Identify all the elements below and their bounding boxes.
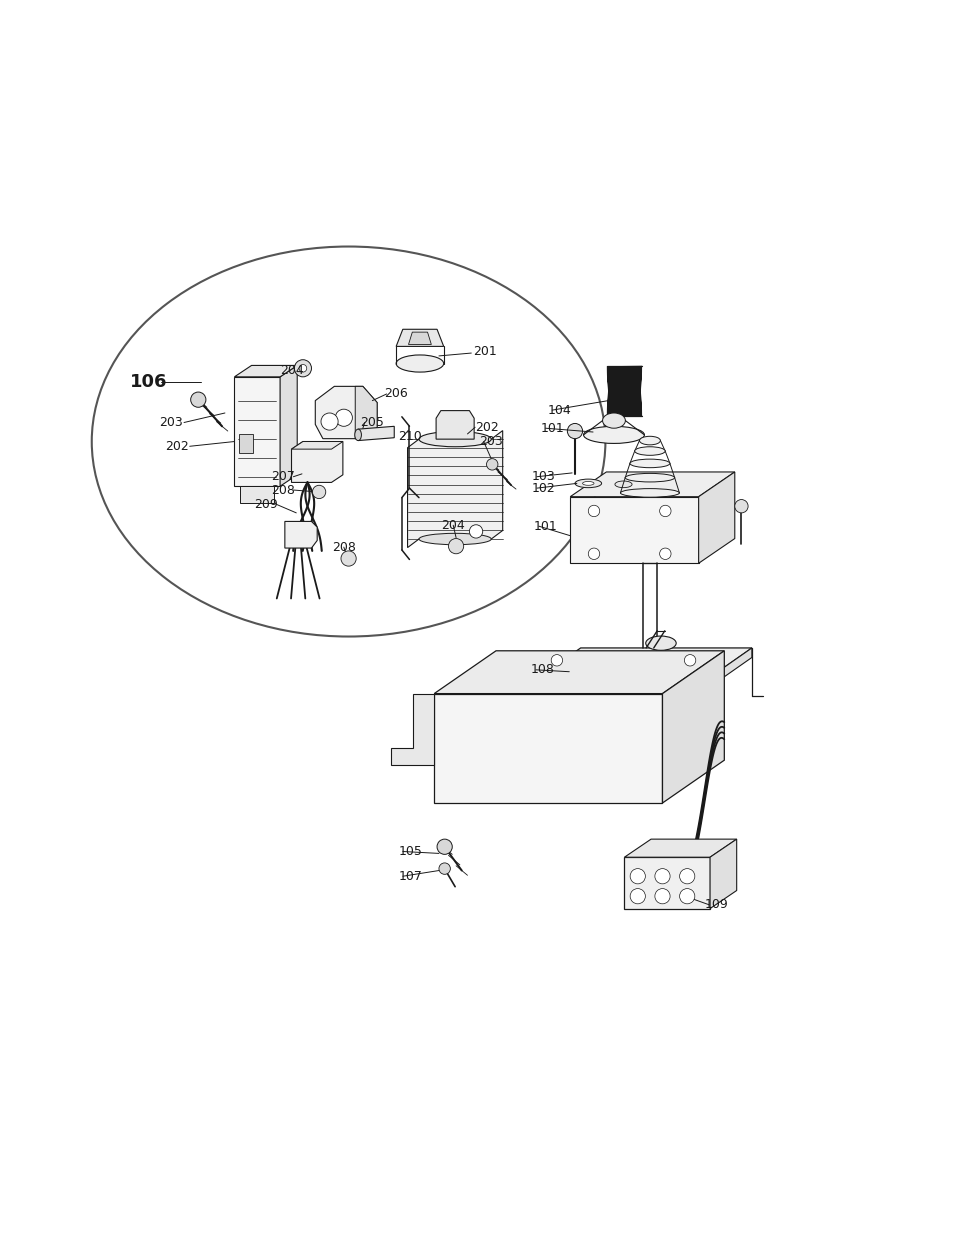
Circle shape [567, 424, 582, 438]
Text: 208: 208 [332, 541, 355, 553]
Ellipse shape [619, 489, 679, 498]
Circle shape [436, 839, 452, 855]
Text: 108: 108 [530, 663, 554, 677]
Text: 204: 204 [279, 363, 303, 377]
Polygon shape [355, 387, 376, 438]
Polygon shape [292, 442, 342, 483]
Text: 101: 101 [539, 421, 563, 435]
Text: 209: 209 [253, 498, 277, 511]
Polygon shape [239, 433, 253, 453]
Circle shape [551, 655, 562, 666]
Circle shape [191, 391, 206, 408]
Text: 102: 102 [531, 482, 555, 495]
Text: 104: 104 [547, 404, 571, 416]
Ellipse shape [582, 482, 594, 485]
Circle shape [679, 889, 694, 904]
Polygon shape [391, 694, 434, 764]
Text: 107: 107 [398, 869, 422, 883]
Ellipse shape [629, 459, 669, 468]
Text: 205: 205 [360, 416, 384, 429]
Polygon shape [713, 648, 751, 684]
Circle shape [630, 889, 644, 904]
Polygon shape [240, 487, 274, 504]
Circle shape [320, 412, 337, 430]
Ellipse shape [583, 426, 643, 443]
Ellipse shape [645, 636, 676, 651]
Circle shape [294, 359, 312, 377]
Text: 210: 210 [398, 430, 422, 443]
Polygon shape [436, 410, 474, 440]
Polygon shape [661, 651, 723, 803]
Text: 103: 103 [531, 471, 555, 483]
Polygon shape [434, 651, 723, 694]
Circle shape [630, 868, 644, 884]
Polygon shape [234, 377, 280, 487]
Circle shape [340, 551, 355, 566]
Polygon shape [292, 442, 342, 450]
Ellipse shape [418, 431, 491, 447]
Ellipse shape [91, 247, 605, 636]
Circle shape [486, 458, 497, 471]
Text: 207: 207 [271, 471, 294, 483]
Polygon shape [570, 472, 734, 496]
Polygon shape [285, 521, 316, 548]
Circle shape [659, 548, 670, 559]
Circle shape [299, 364, 307, 372]
Ellipse shape [575, 479, 601, 488]
Polygon shape [709, 839, 736, 909]
Text: 109: 109 [704, 898, 728, 911]
Ellipse shape [355, 429, 361, 441]
Text: 206: 206 [384, 388, 408, 400]
Circle shape [683, 655, 695, 666]
Polygon shape [624, 839, 736, 857]
Text: 203: 203 [479, 435, 502, 448]
Circle shape [313, 485, 325, 499]
Polygon shape [624, 857, 709, 909]
Circle shape [335, 409, 352, 426]
Circle shape [654, 889, 669, 904]
Ellipse shape [624, 473, 674, 482]
Circle shape [679, 868, 694, 884]
Text: 204: 204 [441, 519, 465, 532]
Polygon shape [434, 694, 661, 803]
Circle shape [469, 525, 482, 538]
Polygon shape [408, 332, 431, 345]
Polygon shape [357, 426, 394, 441]
Polygon shape [314, 387, 376, 438]
Circle shape [734, 499, 747, 513]
Ellipse shape [639, 436, 659, 445]
Ellipse shape [615, 480, 632, 488]
Polygon shape [234, 366, 297, 377]
Polygon shape [698, 472, 734, 563]
Text: 105: 105 [398, 845, 422, 858]
Ellipse shape [602, 412, 625, 429]
Text: 202: 202 [475, 421, 497, 433]
Polygon shape [542, 674, 713, 684]
Ellipse shape [418, 534, 491, 545]
Text: 202: 202 [165, 440, 189, 453]
Circle shape [438, 863, 450, 874]
Circle shape [588, 548, 599, 559]
Text: 101: 101 [533, 520, 557, 532]
Text: 208: 208 [271, 484, 294, 496]
Text: 203: 203 [158, 416, 182, 429]
Polygon shape [395, 330, 443, 346]
Circle shape [659, 505, 670, 516]
Circle shape [588, 505, 599, 516]
Polygon shape [280, 366, 297, 487]
Text: 201: 201 [473, 345, 496, 358]
Polygon shape [570, 496, 698, 563]
Ellipse shape [395, 354, 443, 372]
Circle shape [654, 868, 669, 884]
Polygon shape [407, 431, 502, 547]
Polygon shape [542, 648, 751, 674]
Ellipse shape [634, 447, 664, 456]
Text: 106: 106 [130, 373, 168, 390]
Circle shape [448, 538, 463, 553]
